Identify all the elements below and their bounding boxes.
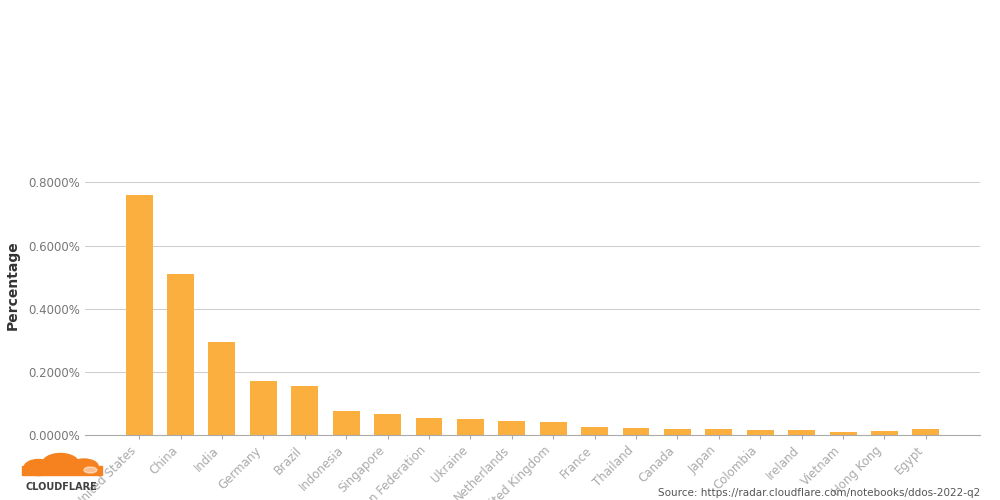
Bar xyxy=(623,428,649,435)
Ellipse shape xyxy=(70,459,98,474)
Bar xyxy=(457,419,484,435)
Bar xyxy=(830,432,857,435)
Bar xyxy=(540,422,567,435)
Bar xyxy=(167,274,194,435)
Ellipse shape xyxy=(24,460,53,475)
Bar xyxy=(208,342,235,435)
Text: Application-Layer DDoS Attacks - Distribution by source country: Application-Layer DDoS Attacks - Distrib… xyxy=(30,48,887,72)
Bar xyxy=(705,430,732,435)
Y-axis label: Percentage: Percentage xyxy=(6,240,20,330)
Ellipse shape xyxy=(84,467,97,473)
Bar xyxy=(374,414,401,435)
Bar xyxy=(788,430,815,435)
Text: CLOUDFLARE: CLOUDFLARE xyxy=(26,482,98,492)
Bar xyxy=(416,418,442,435)
Bar xyxy=(664,428,691,435)
Ellipse shape xyxy=(42,454,79,473)
Bar xyxy=(250,382,277,435)
FancyBboxPatch shape xyxy=(22,466,102,475)
Bar xyxy=(498,421,525,435)
Bar xyxy=(581,427,608,435)
Bar xyxy=(912,430,939,435)
Bar xyxy=(126,195,153,435)
Bar xyxy=(871,431,898,435)
Bar xyxy=(333,412,360,435)
Bar xyxy=(291,386,318,435)
Bar xyxy=(747,430,774,435)
Text: Source: https://radar.cloudflare.com/notebooks/ddos-2022-q2: Source: https://radar.cloudflare.com/not… xyxy=(658,488,980,498)
